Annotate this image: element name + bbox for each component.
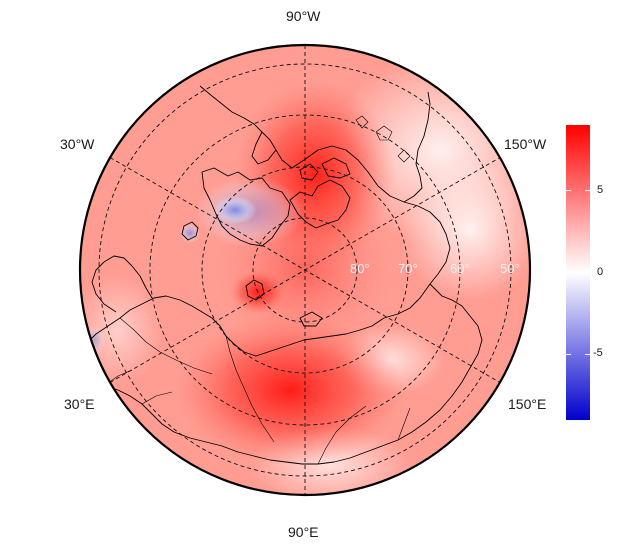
greenland-coast bbox=[201, 167, 291, 247]
latitude-circle-80 bbox=[252, 217, 358, 323]
lat-label-70: 70° bbox=[398, 261, 418, 276]
lat-label-60: 60° bbox=[450, 261, 470, 276]
lat-label-50: 50° bbox=[500, 261, 520, 276]
colorbar-tick-label-0: 0 bbox=[597, 265, 604, 278]
kamchatka-coast bbox=[429, 283, 483, 369]
cold-anomaly-greenland-south bbox=[213, 196, 257, 224]
lon-label-30e: 30°E bbox=[64, 396, 95, 412]
north-america-coast bbox=[199, 85, 451, 285]
scandinavia-peninsula bbox=[91, 255, 153, 313]
colorbar-tick-label-minus5: -5 bbox=[593, 347, 603, 360]
colorbar-tick-label-5: 5 bbox=[597, 183, 604, 196]
country-borders bbox=[103, 317, 411, 465]
map-border bbox=[78, 43, 532, 497]
iceland-coast bbox=[181, 221, 199, 241]
scandinavia-coast bbox=[119, 295, 221, 327]
lon-label-150w: 150°W bbox=[504, 136, 547, 152]
canadian-archipelago bbox=[289, 157, 351, 229]
canada-interior-lakes bbox=[355, 115, 411, 163]
lon-label-150e: 150°E bbox=[508, 396, 547, 412]
siberia-coast bbox=[219, 283, 431, 357]
asia-south-border bbox=[173, 367, 471, 465]
lon-label-30w: 30°W bbox=[60, 136, 95, 152]
alaska-coast bbox=[403, 91, 431, 203]
russian-islands bbox=[245, 279, 323, 327]
meridian-30e-150w bbox=[109, 157, 501, 383]
lon-label-90w: 90°W bbox=[286, 8, 321, 24]
colorbar-ticks bbox=[566, 190, 590, 355]
lat-label-80: 80° bbox=[350, 261, 370, 276]
hudson-bay-coast bbox=[251, 131, 277, 165]
lon-label-90e: 90°E bbox=[288, 524, 319, 540]
anomaly-field bbox=[80, 45, 530, 495]
warm-anomaly-siberia bbox=[175, 315, 405, 465]
